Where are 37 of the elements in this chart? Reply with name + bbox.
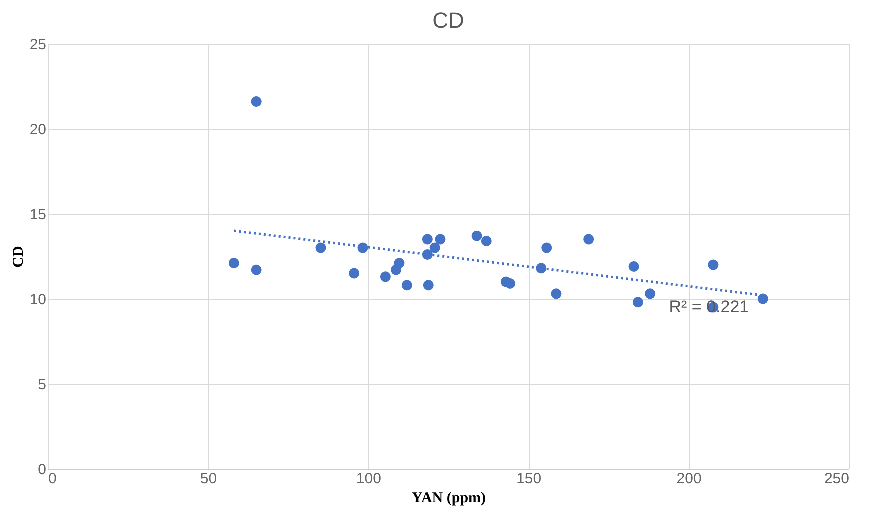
- point: [422, 234, 433, 245]
- point: [584, 234, 594, 245]
- point: [435, 234, 446, 245]
- x-tick-label: 250: [824, 470, 850, 488]
- x-axis-title: YAN (ppm): [412, 490, 486, 506]
- point: [632, 297, 644, 308]
- point: [251, 264, 262, 276]
- point: [316, 242, 326, 254]
- point: [228, 258, 240, 269]
- point: [402, 280, 412, 291]
- y-tick-label: 20: [30, 122, 46, 138]
- y-tick-label: 5: [38, 376, 46, 394]
- y-axis-title: CD: [10, 246, 27, 268]
- point: [505, 278, 516, 289]
- point: [472, 230, 482, 242]
- point: [380, 272, 391, 282]
- chart-title: CD: [432, 8, 464, 33]
- x-tick-label: 150: [516, 470, 542, 488]
- x-tick-label: 200: [676, 470, 702, 488]
- y-tick-label: 25: [30, 36, 46, 54]
- point: [394, 258, 405, 269]
- point: [423, 280, 434, 291]
- point: [481, 236, 492, 246]
- y-tick-label: 10: [30, 292, 46, 308]
- point: [251, 96, 262, 108]
- point: [349, 268, 360, 279]
- point: [628, 261, 640, 272]
- x-tick-label: 0: [48, 470, 57, 488]
- x-tick-label: 100: [356, 470, 382, 488]
- x-tick-label: 50: [200, 470, 218, 488]
- point: [551, 288, 562, 300]
- point: [708, 260, 719, 270]
- point: [758, 294, 768, 304]
- point: [430, 242, 440, 254]
- point: [645, 288, 656, 300]
- point: [542, 242, 552, 254]
- y-tick-label: 15: [30, 206, 46, 224]
